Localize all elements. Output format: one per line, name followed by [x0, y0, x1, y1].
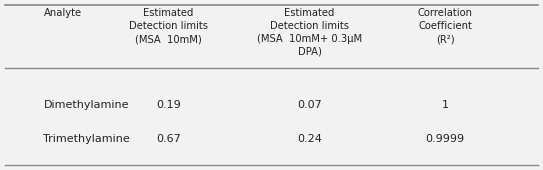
Text: Dimethylamine: Dimethylamine: [43, 100, 129, 110]
Text: Estimated
Detection limits
(MSA  10mM): Estimated Detection limits (MSA 10mM): [129, 8, 208, 44]
Text: 0.9999: 0.9999: [426, 134, 465, 144]
Text: Analyte: Analyte: [43, 8, 81, 19]
Text: Correlation
Coefficient
(R²): Correlation Coefficient (R²): [418, 8, 473, 44]
Text: 0.19: 0.19: [156, 100, 181, 110]
Text: Estimated
Detection limits
(MSA  10mM+ 0.3μM
DPA): Estimated Detection limits (MSA 10mM+ 0.…: [257, 8, 362, 57]
Text: 0.67: 0.67: [156, 134, 181, 144]
Text: 1: 1: [442, 100, 449, 110]
Text: Trimethylamine: Trimethylamine: [43, 134, 130, 144]
Text: 0.24: 0.24: [297, 134, 322, 144]
Text: 0.07: 0.07: [297, 100, 322, 110]
